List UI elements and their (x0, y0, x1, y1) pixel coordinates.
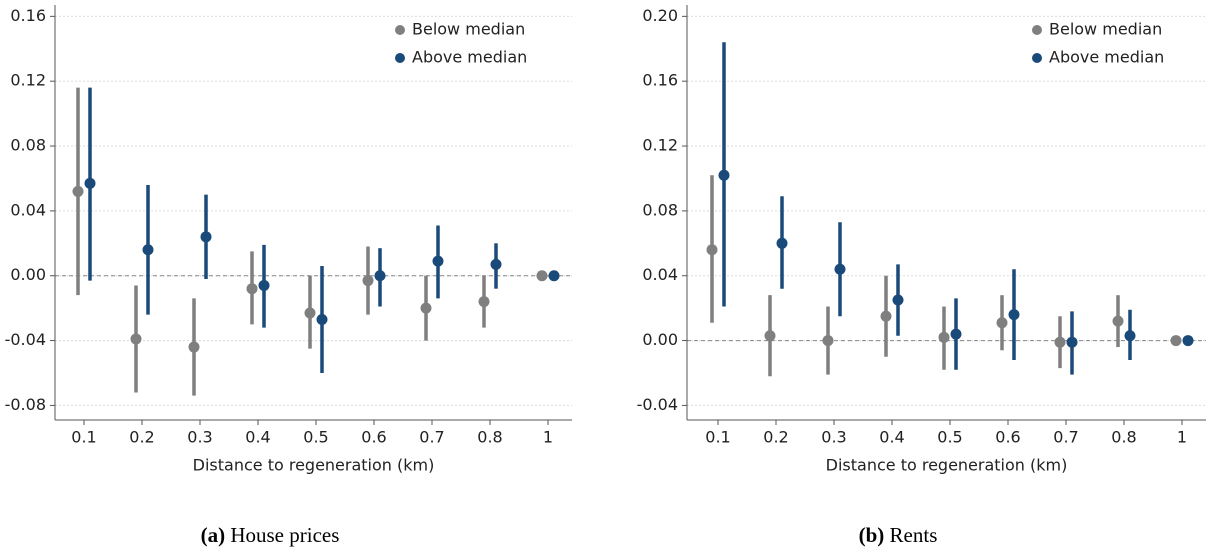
x-tick-label: 0.2 (763, 428, 788, 447)
y-tick-label: 0.08 (10, 136, 46, 155)
y-tick-label: 0.16 (10, 6, 46, 25)
y-tick-label: 0.12 (642, 136, 678, 155)
point (536, 270, 548, 282)
x-axis-label: Distance to regeneration (km) (826, 456, 1068, 475)
x-tick-label: 0.3 (187, 428, 212, 447)
caption-text: Rents (890, 523, 938, 547)
x-tick-label: 0.8 (477, 428, 502, 447)
point (200, 231, 212, 243)
x-tick-label: 0.6 (361, 428, 386, 447)
y-tick-label: 0.12 (10, 71, 46, 90)
point (304, 307, 316, 319)
point (84, 177, 96, 189)
y-tick-label: -0.04 (637, 395, 678, 414)
point (706, 244, 718, 256)
legend-marker (395, 25, 405, 35)
x-tick-label: 0.1 (705, 428, 730, 447)
point (1066, 336, 1078, 348)
x-tick-label: 0.8 (1111, 428, 1136, 447)
legend-label: Below median (412, 20, 525, 39)
legend-label: Above median (1049, 48, 1164, 67)
caption-text: House prices (230, 523, 339, 547)
point (316, 313, 328, 325)
x-tick-label: 0.7 (419, 428, 444, 447)
point (432, 255, 444, 267)
x-tick-label: 0.5 (937, 428, 962, 447)
point (258, 279, 270, 291)
y-tick-label: 0.00 (10, 265, 46, 284)
point (1124, 330, 1136, 342)
x-tick-label: 0.6 (995, 428, 1020, 447)
point (374, 270, 386, 282)
point (246, 283, 258, 295)
point (892, 294, 904, 306)
point (420, 302, 432, 314)
x-tick-label: 0.4 (245, 428, 270, 447)
x-tick-label: 0.4 (879, 428, 904, 447)
point (490, 258, 502, 270)
point (880, 310, 892, 322)
caption-label: (a) (201, 523, 226, 547)
x-tick-label: 1 (543, 428, 553, 447)
y-tick-label: 0.00 (642, 330, 678, 349)
x-tick-label: 0.2 (129, 428, 154, 447)
point (478, 296, 490, 308)
x-axis-label: Distance to regeneration (km) (193, 456, 435, 475)
point (1170, 335, 1182, 347)
point (1054, 336, 1066, 348)
caption: (a) House prices (201, 523, 340, 547)
legend-marker (395, 53, 405, 63)
point (938, 331, 950, 343)
y-tick-label: -0.08 (5, 395, 46, 414)
point (1182, 335, 1194, 347)
legend-marker (1032, 53, 1042, 63)
point (1112, 315, 1124, 327)
point (718, 169, 730, 181)
y-tick-label: 0.20 (642, 6, 678, 25)
caption-label: (b) (859, 523, 885, 547)
legend-label: Above median (412, 48, 527, 67)
x-tick-label: 0.1 (71, 428, 96, 447)
x-tick-label: 1 (1177, 428, 1187, 447)
caption: (b) Rents (859, 523, 938, 547)
point (776, 237, 788, 249)
y-tick-label: 0.16 (642, 71, 678, 90)
point (188, 341, 200, 353)
point (72, 185, 84, 197)
point (996, 317, 1008, 329)
y-tick-label: 0.08 (642, 200, 678, 219)
x-tick-label: 0.5 (303, 428, 328, 447)
x-tick-label: 0.7 (1053, 428, 1078, 447)
point (548, 270, 560, 282)
y-tick-label: -0.04 (5, 330, 46, 349)
point (822, 335, 834, 347)
point (834, 263, 846, 275)
point (142, 244, 154, 256)
point (764, 330, 776, 342)
y-tick-label: 0.04 (642, 265, 678, 284)
legend-label: Below median (1049, 20, 1162, 39)
y-tick-label: 0.04 (10, 200, 46, 219)
x-tick-label: 0.3 (821, 428, 846, 447)
legend-marker (1032, 25, 1042, 35)
point (130, 333, 142, 345)
point (950, 328, 962, 340)
point (362, 275, 374, 287)
point (1008, 309, 1020, 321)
